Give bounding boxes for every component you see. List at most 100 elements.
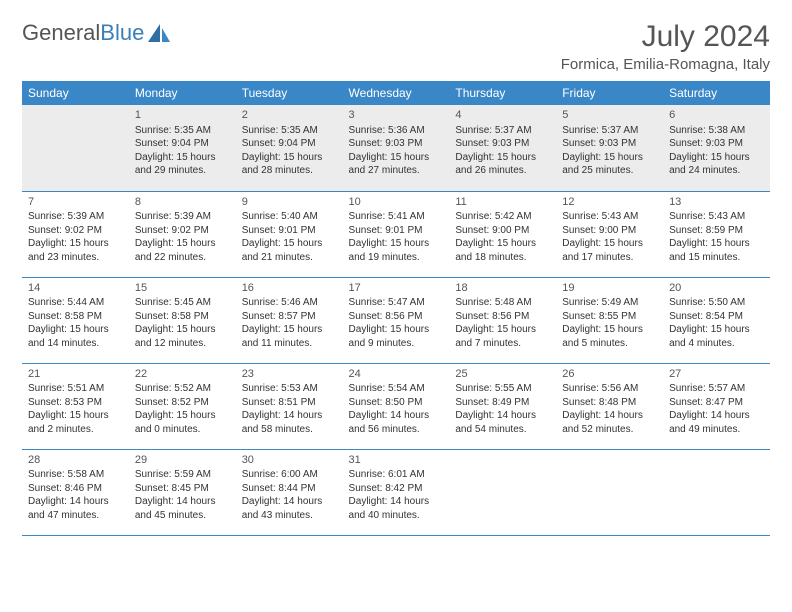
calendar-day: 2Sunrise: 5:35 AMSunset: 9:04 PMDaylight…	[236, 105, 343, 191]
sail-icon	[146, 22, 172, 44]
weekday-header: Saturday	[663, 81, 770, 105]
calendar-day: 4Sunrise: 5:37 AMSunset: 9:03 PMDaylight…	[449, 105, 556, 191]
logo: GeneralBlue	[22, 20, 172, 46]
calendar-week: 14Sunrise: 5:44 AMSunset: 8:58 PMDayligh…	[22, 277, 770, 363]
day-info: Sunrise: 5:55 AMSunset: 8:49 PMDaylight:…	[455, 382, 550, 436]
day-info: Sunrise: 5:49 AMSunset: 8:55 PMDaylight:…	[562, 296, 657, 350]
day-number: 15	[135, 281, 230, 296]
day-info: Sunrise: 5:56 AMSunset: 8:48 PMDaylight:…	[562, 382, 657, 436]
day-number: 9	[242, 195, 337, 210]
calendar-day: 12Sunrise: 5:43 AMSunset: 9:00 PMDayligh…	[556, 191, 663, 277]
calendar-day: 24Sunrise: 5:54 AMSunset: 8:50 PMDayligh…	[343, 363, 450, 449]
calendar-day: 11Sunrise: 5:42 AMSunset: 9:00 PMDayligh…	[449, 191, 556, 277]
calendar-day: 16Sunrise: 5:46 AMSunset: 8:57 PMDayligh…	[236, 277, 343, 363]
day-info: Sunrise: 5:35 AMSunset: 9:04 PMDaylight:…	[242, 124, 337, 178]
day-number: 31	[349, 453, 444, 468]
day-info: Sunrise: 5:45 AMSunset: 8:58 PMDaylight:…	[135, 296, 230, 350]
calendar-day: 6Sunrise: 5:38 AMSunset: 9:03 PMDaylight…	[663, 105, 770, 191]
day-info: Sunrise: 5:58 AMSunset: 8:46 PMDaylight:…	[28, 468, 123, 522]
calendar-day: 13Sunrise: 5:43 AMSunset: 8:59 PMDayligh…	[663, 191, 770, 277]
calendar-day-empty	[449, 449, 556, 535]
day-number: 24	[349, 367, 444, 382]
day-info: Sunrise: 5:47 AMSunset: 8:56 PMDaylight:…	[349, 296, 444, 350]
calendar-day-empty	[22, 105, 129, 191]
calendar-day: 3Sunrise: 5:36 AMSunset: 9:03 PMDaylight…	[343, 105, 450, 191]
calendar-day: 7Sunrise: 5:39 AMSunset: 9:02 PMDaylight…	[22, 191, 129, 277]
day-number: 13	[669, 195, 764, 210]
day-info: Sunrise: 5:40 AMSunset: 9:01 PMDaylight:…	[242, 210, 337, 264]
day-number: 16	[242, 281, 337, 296]
calendar-week: 7Sunrise: 5:39 AMSunset: 9:02 PMDaylight…	[22, 191, 770, 277]
logo-word-2: Blue	[100, 20, 144, 45]
day-number: 7	[28, 195, 123, 210]
weekday-header: Friday	[556, 81, 663, 105]
day-number: 20	[669, 281, 764, 296]
day-number: 19	[562, 281, 657, 296]
calendar-week: 21Sunrise: 5:51 AMSunset: 8:53 PMDayligh…	[22, 363, 770, 449]
day-info: Sunrise: 5:52 AMSunset: 8:52 PMDaylight:…	[135, 382, 230, 436]
day-info: Sunrise: 5:38 AMSunset: 9:03 PMDaylight:…	[669, 124, 764, 178]
day-info: Sunrise: 5:37 AMSunset: 9:03 PMDaylight:…	[455, 124, 550, 178]
calendar-day-empty	[663, 449, 770, 535]
calendar-day: 8Sunrise: 5:39 AMSunset: 9:02 PMDaylight…	[129, 191, 236, 277]
calendar-day-empty	[556, 449, 663, 535]
calendar-day: 10Sunrise: 5:41 AMSunset: 9:01 PMDayligh…	[343, 191, 450, 277]
day-info: Sunrise: 5:50 AMSunset: 8:54 PMDaylight:…	[669, 296, 764, 350]
day-number: 18	[455, 281, 550, 296]
logo-word-1: General	[22, 20, 100, 45]
day-number: 26	[562, 367, 657, 382]
day-info: Sunrise: 5:35 AMSunset: 9:04 PMDaylight:…	[135, 124, 230, 178]
weekday-header: Sunday	[22, 81, 129, 105]
calendar-week: 1Sunrise: 5:35 AMSunset: 9:04 PMDaylight…	[22, 105, 770, 191]
day-number: 6	[669, 108, 764, 123]
day-number: 12	[562, 195, 657, 210]
day-info: Sunrise: 5:43 AMSunset: 9:00 PMDaylight:…	[562, 210, 657, 264]
day-info: Sunrise: 5:37 AMSunset: 9:03 PMDaylight:…	[562, 124, 657, 178]
day-info: Sunrise: 6:00 AMSunset: 8:44 PMDaylight:…	[242, 468, 337, 522]
weekday-header: Monday	[129, 81, 236, 105]
day-info: Sunrise: 5:43 AMSunset: 8:59 PMDaylight:…	[669, 210, 764, 264]
day-info: Sunrise: 5:53 AMSunset: 8:51 PMDaylight:…	[242, 382, 337, 436]
calendar-day: 27Sunrise: 5:57 AMSunset: 8:47 PMDayligh…	[663, 363, 770, 449]
calendar-day: 20Sunrise: 5:50 AMSunset: 8:54 PMDayligh…	[663, 277, 770, 363]
day-info: Sunrise: 5:54 AMSunset: 8:50 PMDaylight:…	[349, 382, 444, 436]
title-block: July 2024 Formica, Emilia-Romagna, Italy	[561, 20, 770, 73]
calendar-day: 22Sunrise: 5:52 AMSunset: 8:52 PMDayligh…	[129, 363, 236, 449]
day-number: 21	[28, 367, 123, 382]
calendar-day: 9Sunrise: 5:40 AMSunset: 9:01 PMDaylight…	[236, 191, 343, 277]
day-info: Sunrise: 5:39 AMSunset: 9:02 PMDaylight:…	[28, 210, 123, 264]
day-info: Sunrise: 5:39 AMSunset: 9:02 PMDaylight:…	[135, 210, 230, 264]
day-number: 4	[455, 108, 550, 123]
day-number: 23	[242, 367, 337, 382]
calendar-day: 25Sunrise: 5:55 AMSunset: 8:49 PMDayligh…	[449, 363, 556, 449]
day-info: Sunrise: 5:42 AMSunset: 9:00 PMDaylight:…	[455, 210, 550, 264]
calendar-day: 15Sunrise: 5:45 AMSunset: 8:58 PMDayligh…	[129, 277, 236, 363]
day-number: 5	[562, 108, 657, 123]
day-number: 22	[135, 367, 230, 382]
calendar-day: 17Sunrise: 5:47 AMSunset: 8:56 PMDayligh…	[343, 277, 450, 363]
day-info: Sunrise: 5:59 AMSunset: 8:45 PMDaylight:…	[135, 468, 230, 522]
header: GeneralBlue July 2024 Formica, Emilia-Ro…	[22, 20, 770, 73]
calendar-day: 31Sunrise: 6:01 AMSunset: 8:42 PMDayligh…	[343, 449, 450, 535]
calendar-day: 1Sunrise: 5:35 AMSunset: 9:04 PMDaylight…	[129, 105, 236, 191]
logo-text: GeneralBlue	[22, 20, 144, 46]
day-number: 2	[242, 108, 337, 123]
calendar-day: 23Sunrise: 5:53 AMSunset: 8:51 PMDayligh…	[236, 363, 343, 449]
weekday-header: Tuesday	[236, 81, 343, 105]
day-info: Sunrise: 5:57 AMSunset: 8:47 PMDaylight:…	[669, 382, 764, 436]
calendar-day: 26Sunrise: 5:56 AMSunset: 8:48 PMDayligh…	[556, 363, 663, 449]
calendar-day: 18Sunrise: 5:48 AMSunset: 8:56 PMDayligh…	[449, 277, 556, 363]
day-info: Sunrise: 6:01 AMSunset: 8:42 PMDaylight:…	[349, 468, 444, 522]
calendar-day: 28Sunrise: 5:58 AMSunset: 8:46 PMDayligh…	[22, 449, 129, 535]
day-number: 11	[455, 195, 550, 210]
weekday-header: Wednesday	[343, 81, 450, 105]
day-number: 17	[349, 281, 444, 296]
day-number: 25	[455, 367, 550, 382]
day-number: 8	[135, 195, 230, 210]
day-number: 29	[135, 453, 230, 468]
day-number: 28	[28, 453, 123, 468]
day-info: Sunrise: 5:36 AMSunset: 9:03 PMDaylight:…	[349, 124, 444, 178]
month-title: July 2024	[561, 20, 770, 54]
day-info: Sunrise: 5:48 AMSunset: 8:56 PMDaylight:…	[455, 296, 550, 350]
day-info: Sunrise: 5:41 AMSunset: 9:01 PMDaylight:…	[349, 210, 444, 264]
